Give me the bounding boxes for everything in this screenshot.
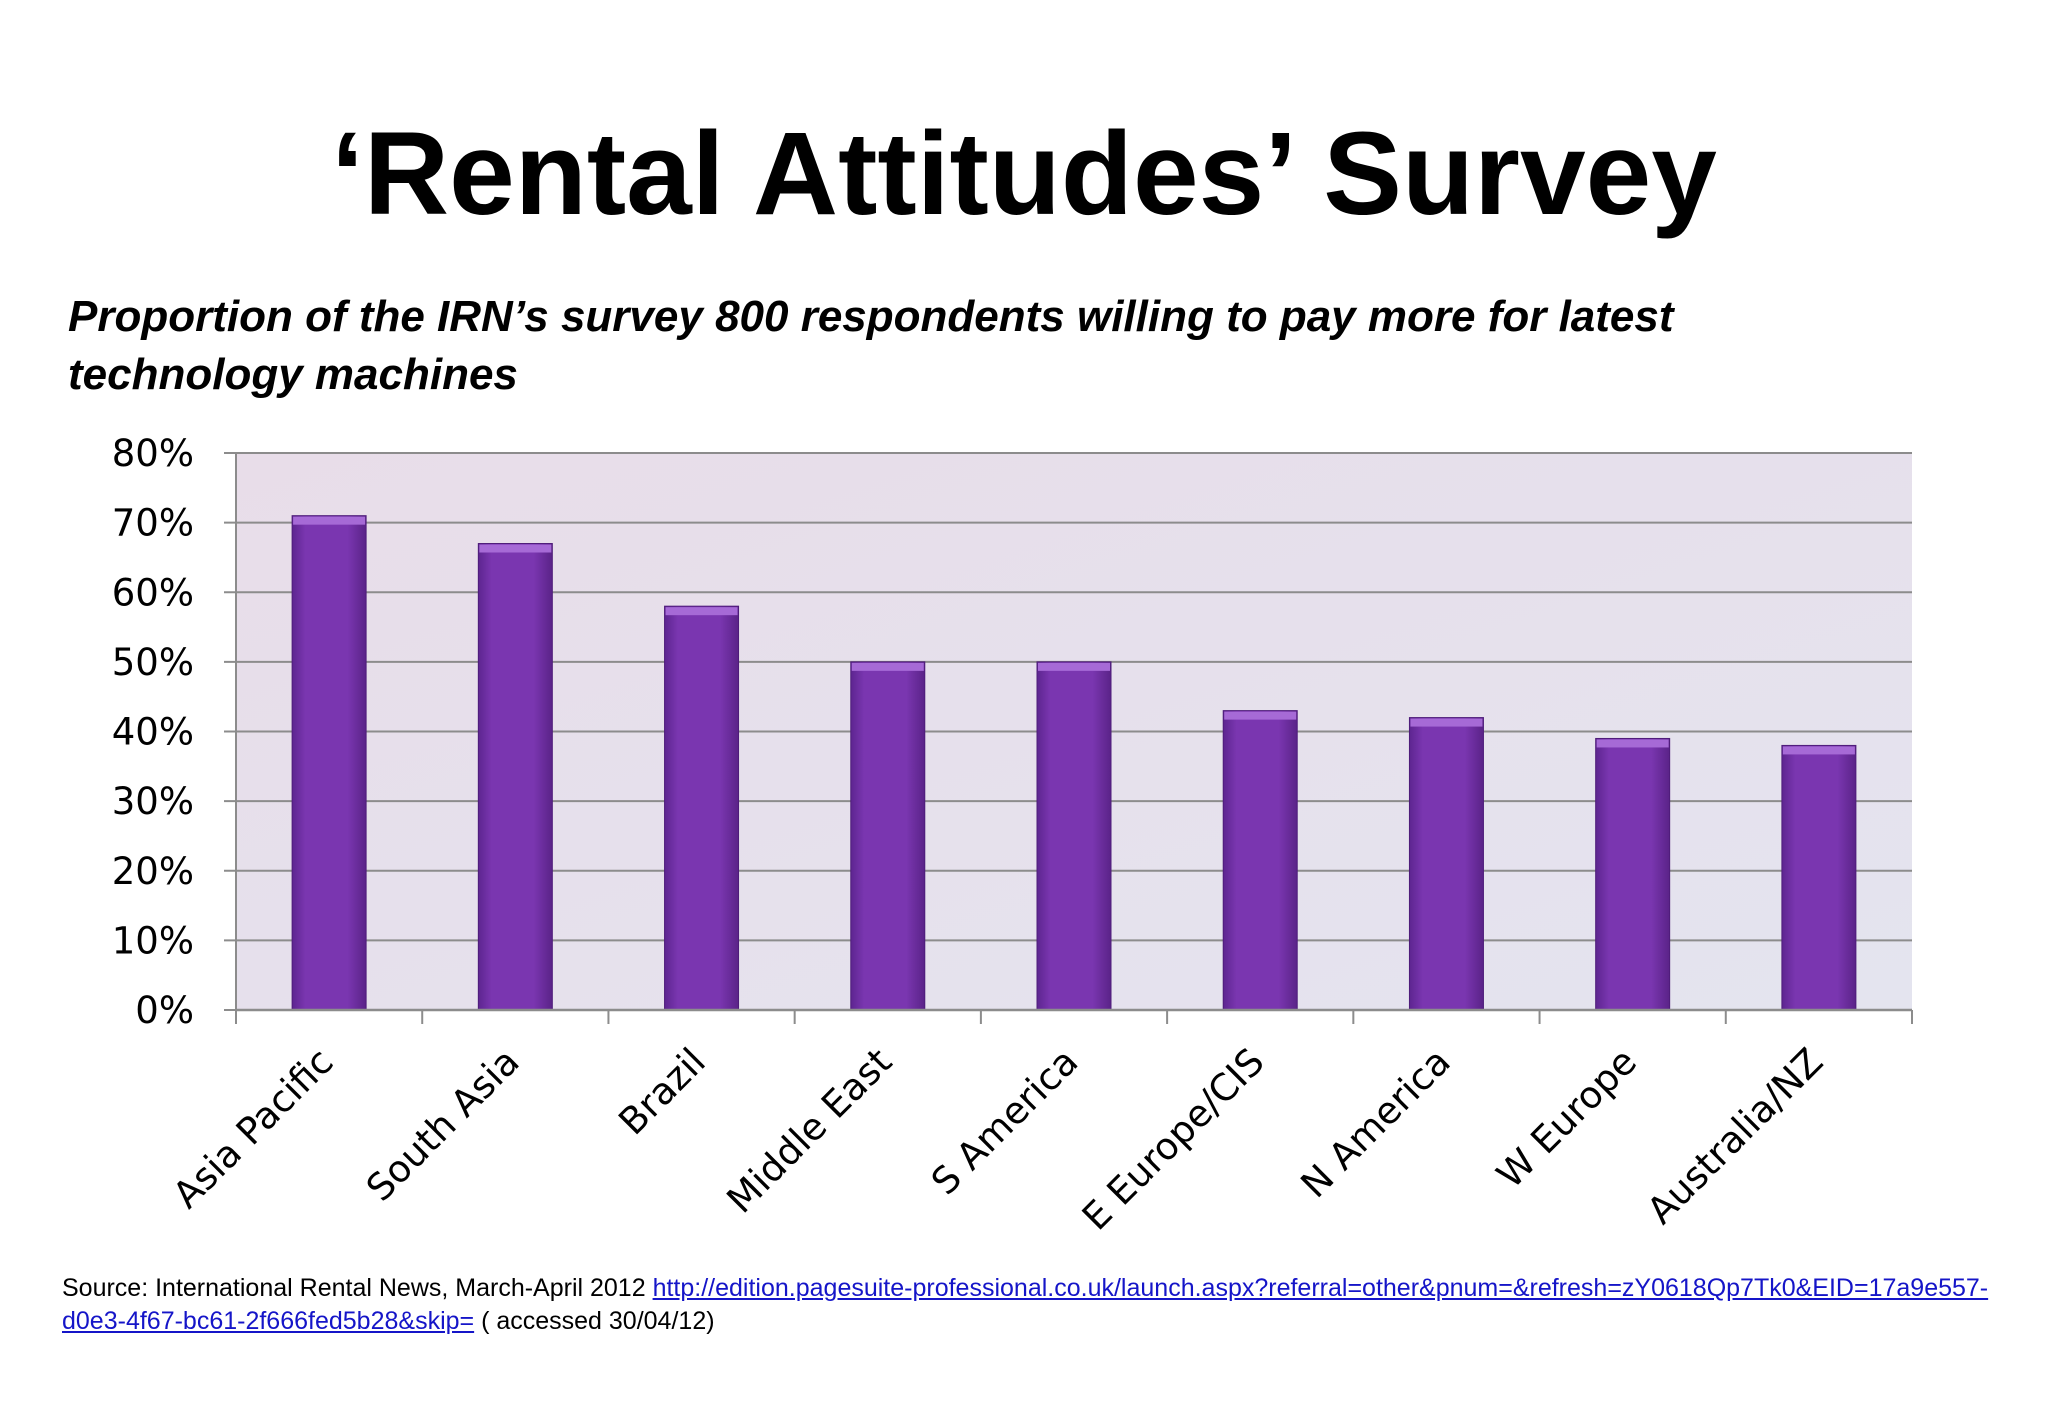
bar (1408, 717, 1484, 1011)
y-tick-label: 60% (112, 571, 194, 614)
source-link[interactable]: http://edition.pagesuite-professional.co… (62, 1274, 1989, 1335)
bar (1595, 737, 1671, 1011)
slide-title: ‘Rental Attitudes’ Survey (331, 108, 1717, 240)
y-tick-label: 40% (112, 711, 194, 754)
bar-top-highlight (1038, 662, 1110, 671)
bar (664, 605, 740, 1011)
y-tick-label: 80% (112, 432, 194, 475)
y-tick-label: 20% (112, 850, 194, 893)
x-category-label: S America (923, 1040, 1086, 1203)
bar (1222, 710, 1298, 1011)
source-note: Source: International Rental News, March… (62, 1272, 2022, 1338)
x-category-label: South Asia (358, 1040, 528, 1210)
bar (850, 661, 926, 1011)
source-accessed: ( accessed 30/04/12) (474, 1307, 715, 1335)
bar-top-highlight (1782, 746, 1855, 755)
bar-top-highlight (665, 607, 738, 616)
y-tick-label: 30% (112, 780, 194, 823)
bar (477, 543, 553, 1011)
y-tick-label: 70% (112, 502, 194, 545)
y-tick-label: 10% (112, 919, 194, 962)
slide-subtitle: Proportion of the IRN’s survey 800 respo… (68, 292, 1674, 399)
bar (291, 515, 367, 1011)
x-category-label: E Europe/CIS (1074, 1040, 1273, 1239)
x-category-label: Australia/NZ (1639, 1040, 1831, 1232)
y-tick-label: 50% (112, 641, 194, 684)
bar-top-highlight (293, 516, 366, 525)
x-category-label: Brazil (611, 1040, 714, 1143)
bar-top-highlight (1410, 718, 1483, 727)
bar-top-highlight (851, 662, 924, 671)
bar-top-highlight (1224, 711, 1297, 720)
x-category-label: Middle East (719, 1040, 901, 1222)
axes (224, 452, 1913, 1024)
x-category-label: Asia Pacific (165, 1040, 342, 1217)
bar (1781, 744, 1857, 1011)
bar-top-highlight (1596, 739, 1669, 748)
bars (291, 515, 1857, 1011)
bar-top-highlight (479, 544, 552, 553)
y-tick-label: 0% (135, 989, 194, 1032)
source-prefix: Source: International Rental News, March… (62, 1274, 653, 1302)
bar-chart: 0% 10% 20% 30% 40% 50% 60% 70% 80% Asia Pacific So… (112, 432, 1913, 1239)
bar (1036, 661, 1112, 1011)
x-category-label: N America (1293, 1040, 1459, 1206)
x-category-label: W Europe (1488, 1040, 1645, 1197)
